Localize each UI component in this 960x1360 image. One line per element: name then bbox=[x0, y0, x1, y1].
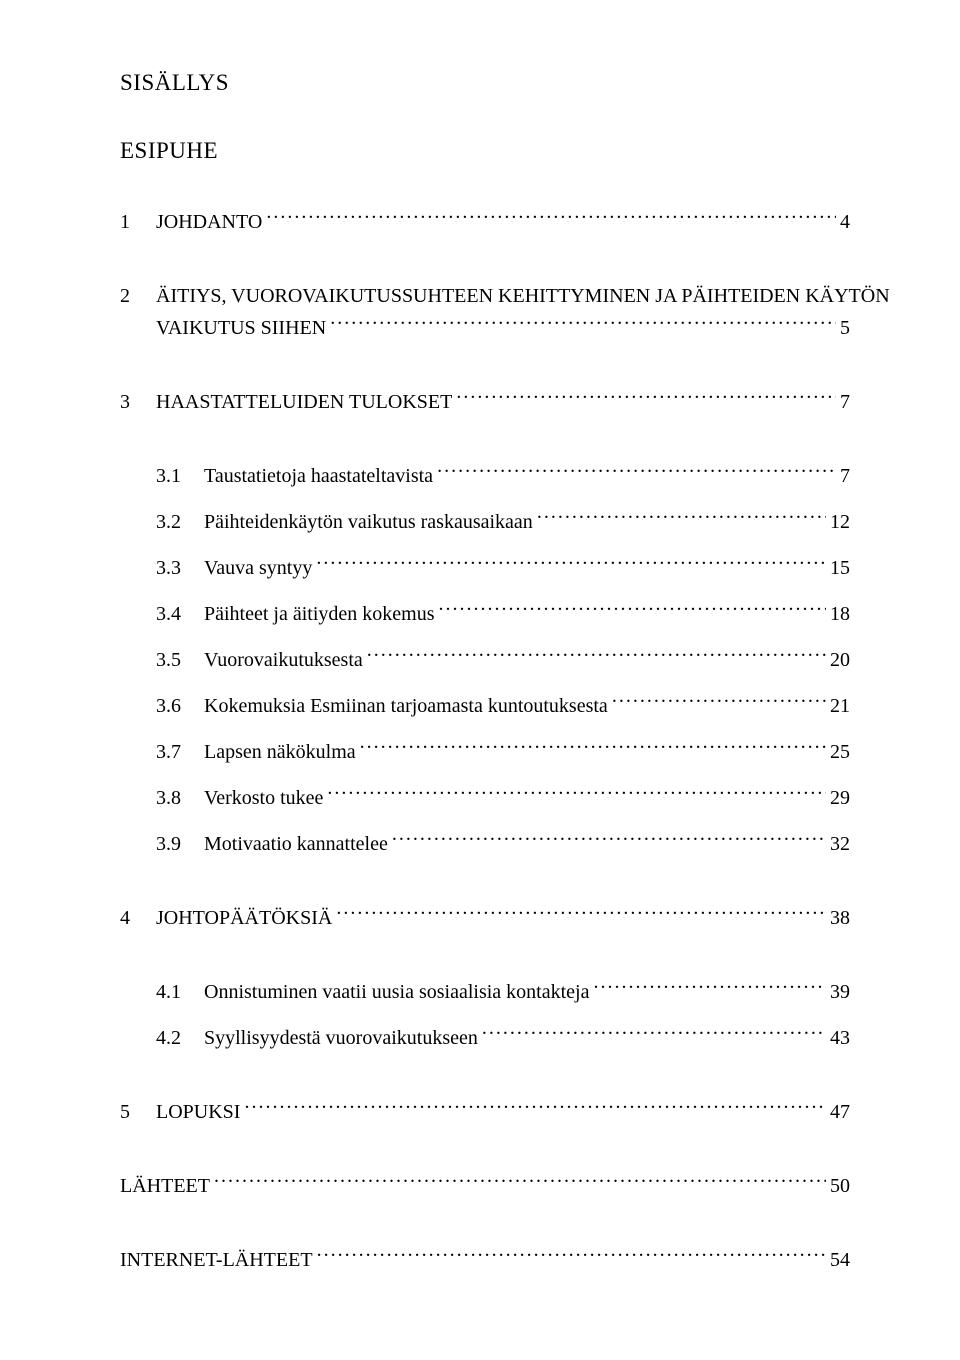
toc-entry-number: 3.4 bbox=[156, 598, 204, 630]
toc-entry-title: Taustatietoja haastateltavista bbox=[204, 460, 433, 492]
toc-leader bbox=[330, 314, 836, 334]
toc-leader bbox=[327, 784, 826, 804]
toc-entry-title: Vuorovaikutuksesta bbox=[204, 644, 363, 676]
toc-entry: 3 HAASTATTELUIDEN TULOKSET 7 bbox=[120, 386, 850, 418]
toc-entry-title: LÄHTEET bbox=[120, 1170, 210, 1202]
toc-entry: 3.1 Taustatietoja haastateltavista 7 bbox=[156, 460, 850, 492]
toc-leader bbox=[482, 1024, 826, 1044]
toc-leader bbox=[367, 646, 826, 666]
toc-leader bbox=[266, 208, 836, 228]
toc-entry-page: 50 bbox=[830, 1170, 850, 1202]
toc-entry-page: 47 bbox=[830, 1096, 850, 1128]
toc-leader bbox=[593, 978, 826, 998]
toc-entry: 3.4 Päihteet ja äitiyden kokemus 18 bbox=[156, 598, 850, 630]
toc-entry-page: 43 bbox=[830, 1022, 850, 1054]
toc-entry-page: 7 bbox=[840, 460, 850, 492]
toc-entry-title: Päihteet ja äitiyden kokemus bbox=[204, 598, 435, 630]
toc-entry: 3.6 Kokemuksia Esmiinan tarjoamasta kunt… bbox=[156, 690, 850, 722]
toc-entry-title: Onnistuminen vaatii uusia sosiaalisia ko… bbox=[204, 976, 589, 1008]
toc-entry: 3.7 Lapsen näkökulma 25 bbox=[156, 736, 850, 768]
toc-entry-title: LOPUKSI bbox=[156, 1096, 240, 1128]
toc-entry-title: Kokemuksia Esmiinan tarjoamasta kuntoutu… bbox=[204, 690, 608, 722]
toc-leader bbox=[437, 462, 836, 482]
toc-entry-number: 4.1 bbox=[156, 976, 204, 1008]
toc-entry-number: 2 bbox=[120, 280, 156, 312]
toc-entry-page: 12 bbox=[830, 506, 850, 538]
toc-entry: 4 JOHTOPÄÄTÖKSIÄ 38 bbox=[120, 902, 850, 934]
toc-entry: 3.8 Verkosto tukee 29 bbox=[156, 782, 850, 814]
toc-entry-continuation: VAIKUTUS SIIHEN 5 bbox=[120, 312, 850, 344]
toc-entry-number: 5 bbox=[120, 1096, 156, 1128]
toc-entry-number: 3.3 bbox=[156, 552, 204, 584]
toc-subsection-block: 3.1 Taustatietoja haastateltavista 7 3.2… bbox=[120, 460, 850, 860]
toc-leader bbox=[214, 1172, 826, 1192]
toc-entry-title: JOHTOPÄÄTÖKSIÄ bbox=[156, 902, 332, 934]
toc-entry-page: 29 bbox=[830, 782, 850, 814]
toc-leader bbox=[317, 1246, 826, 1266]
toc-entry: LÄHTEET 50 bbox=[120, 1170, 850, 1202]
toc-entry-number: 4 bbox=[120, 902, 156, 934]
toc-leader bbox=[456, 388, 836, 408]
document-page: SISÄLLYS ESIPUHE 1 JOHDANTO 4 2 ÄITIYS, … bbox=[0, 0, 960, 1360]
toc-entry: 4.1 Onnistuminen vaatii uusia sosiaalisi… bbox=[156, 976, 850, 1008]
toc-entry: 3.5 Vuorovaikutuksesta 20 bbox=[156, 644, 850, 676]
toc-entry-number: 3.8 bbox=[156, 782, 204, 814]
toc-entry-number: 3.5 bbox=[156, 644, 204, 676]
toc-leader bbox=[316, 554, 826, 574]
toc-entry-number: 3.7 bbox=[156, 736, 204, 768]
toc-entry-title: Syyllisyydestä vuorovaikutukseen bbox=[204, 1022, 478, 1054]
toc-entry-title: INTERNET-LÄHTEET bbox=[120, 1244, 313, 1276]
toc-leader bbox=[612, 692, 826, 712]
preface-heading: ESIPUHE bbox=[120, 138, 850, 164]
toc-entry: 1 JOHDANTO 4 bbox=[120, 206, 850, 238]
toc-title: SISÄLLYS bbox=[120, 70, 850, 96]
toc-leader bbox=[244, 1098, 826, 1118]
toc-entry-number: 3.9 bbox=[156, 828, 204, 860]
toc-entry-number: 3 bbox=[120, 386, 156, 418]
toc-entry-title: VAIKUTUS SIIHEN bbox=[156, 312, 326, 344]
toc-entry: 3.2 Päihteidenkäytön vaikutus raskausaik… bbox=[156, 506, 850, 538]
toc-entry-number: 3.1 bbox=[156, 460, 204, 492]
toc-entry-page: 15 bbox=[830, 552, 850, 584]
toc-entry: INTERNET-LÄHTEET 54 bbox=[120, 1244, 850, 1276]
toc-entry-page: 25 bbox=[830, 736, 850, 768]
toc-subsection-block: 4.1 Onnistuminen vaatii uusia sosiaalisi… bbox=[120, 976, 850, 1054]
toc-entry: 3.9 Motivaatio kannattelee 32 bbox=[156, 828, 850, 860]
toc-entry-page: 39 bbox=[830, 976, 850, 1008]
toc-entry-number: 4.2 bbox=[156, 1022, 204, 1054]
toc-entry-title: JOHDANTO bbox=[156, 206, 262, 238]
toc-leader bbox=[392, 830, 826, 850]
toc-leader bbox=[537, 508, 826, 528]
toc-leader bbox=[336, 904, 826, 924]
toc-entry-title: Verkosto tukee bbox=[204, 782, 323, 814]
toc-entry: 5 LOPUKSI 47 bbox=[120, 1096, 850, 1128]
toc-leader bbox=[360, 738, 826, 758]
toc-entry-title: Motivaatio kannattelee bbox=[204, 828, 388, 860]
toc-entry-page: 21 bbox=[830, 690, 850, 722]
toc-entry-title: ÄITIYS, VUOROVAIKUTUSSUHTEEN KEHITTYMINE… bbox=[156, 280, 890, 312]
toc-entry-page: 38 bbox=[830, 902, 850, 934]
toc-entry-title: Vauva syntyy bbox=[204, 552, 312, 584]
toc-entry-page: 32 bbox=[830, 828, 850, 860]
toc-entry: 3.3 Vauva syntyy 15 bbox=[156, 552, 850, 584]
toc-entry-page: 5 bbox=[840, 312, 850, 344]
toc-entry-page: 20 bbox=[830, 644, 850, 676]
toc-entry-page: 7 bbox=[840, 386, 850, 418]
toc-entry-number: 1 bbox=[120, 206, 156, 238]
toc-entry-title: Päihteidenkäytön vaikutus raskausaikaan bbox=[204, 506, 533, 538]
toc-entry-title: Lapsen näkökulma bbox=[204, 736, 356, 768]
toc-leader bbox=[439, 600, 827, 620]
toc-entry-number: 3.2 bbox=[156, 506, 204, 538]
toc-entry: 4.2 Syyllisyydestä vuorovaikutukseen 43 bbox=[156, 1022, 850, 1054]
toc-entry-number: 3.6 bbox=[156, 690, 204, 722]
toc-entry-title: HAASTATTELUIDEN TULOKSET bbox=[156, 386, 452, 418]
toc-entry: 2 ÄITIYS, VUOROVAIKUTUSSUHTEEN KEHITTYMI… bbox=[120, 280, 850, 312]
toc-entry-page: 4 bbox=[840, 206, 850, 238]
toc-entry-page: 18 bbox=[830, 598, 850, 630]
toc-entry-page: 54 bbox=[830, 1244, 850, 1276]
